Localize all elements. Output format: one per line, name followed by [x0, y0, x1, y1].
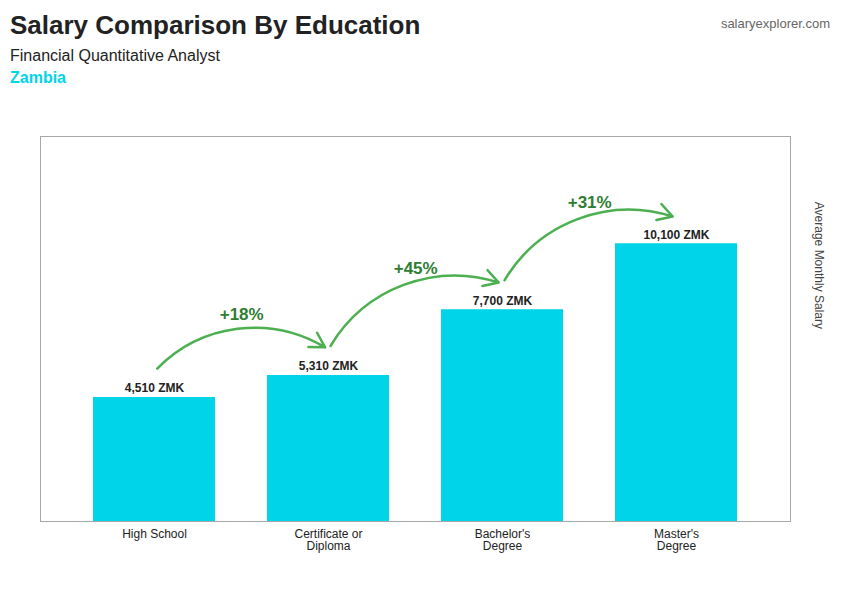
svg-text:4,510 ZMK: 4,510 ZMK	[125, 381, 185, 395]
svg-text:Certificate orDiploma: Certificate orDiploma	[294, 527, 362, 553]
html-text:Zambia: Zambia	[10, 69, 66, 86]
html-text:salaryexplorer.com: salaryexplorer.com	[720, 16, 830, 31]
svg-text:Bachelor'sDegree: Bachelor'sDegree	[475, 527, 531, 553]
html-text:Financial Quantitative Analyst: Financial Quantitative Analyst	[10, 47, 220, 64]
svg-text:+45%: +45%	[394, 259, 438, 278]
svg-text:5,310 ZMK: 5,310 ZMK	[299, 359, 359, 373]
svg-text:+18%: +18%	[220, 305, 264, 324]
svg-text:High School: High School	[122, 527, 187, 541]
html-text:Salary Comparison By Education: Salary Comparison By Education	[10, 10, 421, 40]
svg-text:+31%: +31%	[568, 193, 612, 212]
svg-text:Average Monthly Salary: Average Monthly Salary	[812, 202, 826, 329]
svg-text:Master'sDegree: Master'sDegree	[654, 527, 699, 553]
svg-text:10,100 ZMK: 10,100 ZMK	[643, 228, 709, 242]
svg-text:7,700 ZMK: 7,700 ZMK	[473, 294, 533, 308]
